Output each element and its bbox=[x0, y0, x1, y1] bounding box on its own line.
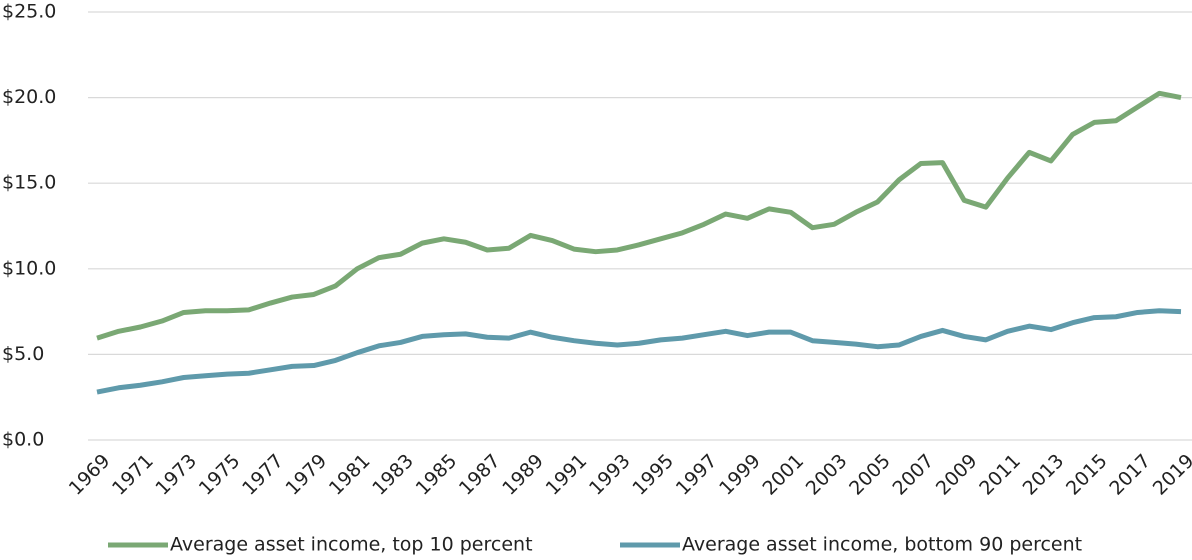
y-tick-label: $15.0 bbox=[2, 172, 56, 194]
x-tick-label: 1971 bbox=[108, 450, 158, 500]
legend-label: Average asset income, top 10 percent bbox=[170, 534, 533, 556]
x-tick-label: 1991 bbox=[542, 450, 592, 500]
x-tick-label: 2019 bbox=[1149, 450, 1192, 500]
x-tick-label: 1985 bbox=[412, 450, 462, 500]
x-tick-label: 2001 bbox=[758, 450, 808, 500]
y-tick-label: $5.0 bbox=[2, 343, 44, 365]
x-tick-label: 1993 bbox=[585, 450, 635, 500]
x-tick-label: 1973 bbox=[151, 450, 201, 500]
x-tick-label: 2007 bbox=[889, 450, 939, 500]
x-tick-label: 2003 bbox=[802, 450, 852, 500]
x-tick-label: 1975 bbox=[195, 450, 245, 500]
x-tick-label: 2015 bbox=[1062, 450, 1112, 500]
x-tick-label: 1981 bbox=[325, 450, 375, 500]
x-tick-label: 1983 bbox=[368, 450, 418, 500]
data-line bbox=[96, 90, 1182, 341]
x-tick-label: 1995 bbox=[628, 450, 678, 500]
x-tick-label: 2017 bbox=[1105, 450, 1155, 500]
x-tick-label: 1999 bbox=[715, 450, 765, 500]
x-tick-label: 2009 bbox=[932, 450, 982, 500]
y-tick-label: $20.0 bbox=[2, 86, 56, 108]
legend-label: Average asset income, bottom 90 percent bbox=[682, 534, 1082, 556]
y-tick-label: $10.0 bbox=[2, 257, 56, 279]
x-tick-label: 2005 bbox=[845, 450, 895, 500]
data-line bbox=[96, 308, 1182, 395]
x-tick-label: 1979 bbox=[281, 450, 331, 500]
y-tick-label: $0.0 bbox=[2, 429, 44, 451]
x-tick-label: 1969 bbox=[65, 450, 115, 500]
x-tick-label: 2011 bbox=[975, 450, 1025, 500]
x-tick-label: 1977 bbox=[238, 450, 288, 500]
y-tick-label: $25.0 bbox=[2, 1, 56, 23]
x-tick-label: 1989 bbox=[498, 450, 548, 500]
x-tick-label: 1997 bbox=[672, 450, 722, 500]
x-tick-label: 2013 bbox=[1019, 450, 1069, 500]
x-tick-label: 1987 bbox=[455, 450, 505, 500]
